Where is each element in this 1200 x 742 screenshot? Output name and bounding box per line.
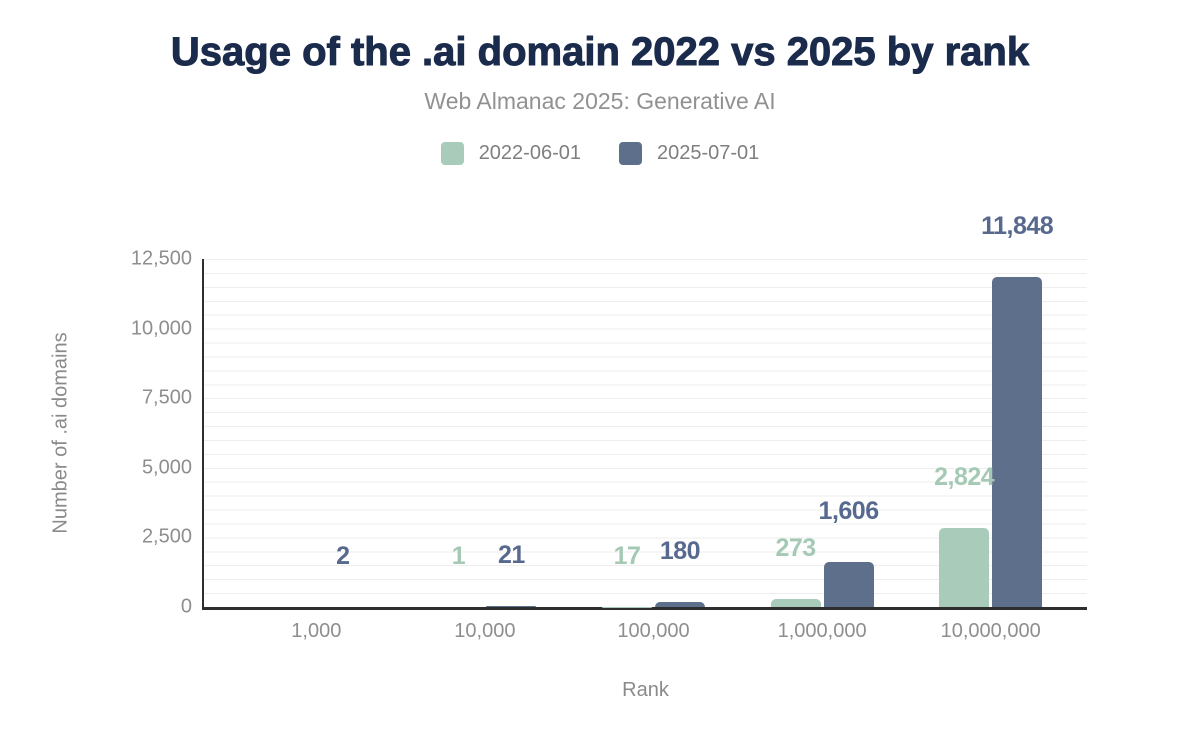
bar-pair <box>433 606 537 607</box>
y-tick-label: 10,000 <box>130 317 192 340</box>
value-label: 17 <box>613 541 641 570</box>
legend-label: 2025-07-01 <box>657 142 760 164</box>
legend: 2022-06-01 2025-07-01 <box>0 142 1200 165</box>
legend-item-2022-06-01[interactable]: 2022-06-01 <box>440 142 581 165</box>
value-label: 11,848 <box>981 212 1054 241</box>
category-slot: 17 180 100,000 <box>569 259 738 642</box>
y-tick-label: 0 <box>180 595 192 618</box>
legend-swatch-icon <box>440 142 464 165</box>
chart-title: Usage of the .ai domain 2022 vs 2025 by … <box>170 30 1030 75</box>
category-slot: 2 1,000 <box>232 259 401 642</box>
x-tick-label: 100,000 <box>617 620 690 642</box>
legend-swatch-icon <box>619 142 642 165</box>
bar-2022-06-01[interactable] <box>939 528 990 607</box>
value-label: 273 <box>775 534 816 563</box>
legend-label: 2022-06-01 <box>478 142 581 164</box>
x-tick-label: 1,000 <box>291 620 342 642</box>
bar-pair <box>770 562 874 607</box>
category-slot: 1 21 10,000 <box>401 259 570 642</box>
value-label: 1,606 <box>818 497 880 526</box>
legend-item-2025-07-01[interactable]: 2025-07-01 <box>619 142 759 165</box>
bar-2025-07-01[interactable] <box>992 277 1043 607</box>
value-label: 1 <box>451 541 466 570</box>
value-label: 2,824 <box>934 463 995 492</box>
x-tick-label: 10,000 <box>454 620 516 642</box>
value-label: 180 <box>659 537 701 565</box>
value-label: 21 <box>497 541 525 570</box>
chart-subtitle: Web Almanac 2025: Generative AI <box>424 88 776 114</box>
bar-2025-07-01[interactable] <box>823 562 874 607</box>
x-tick-label: 10,000,000 <box>940 620 1041 642</box>
x-axis-title: Rank <box>622 679 669 701</box>
y-tick-label: 5,000 <box>141 456 192 479</box>
bar-pair <box>601 602 705 607</box>
value-label: 2 <box>336 541 350 570</box>
category-slot: 273 1,606 1,000,000 <box>738 259 907 642</box>
bar-2025-07-01[interactable] <box>654 602 705 607</box>
y-axis-title: Number of .ai domains <box>49 332 72 534</box>
bar-2025-07-01[interactable] <box>486 606 537 607</box>
x-tick-label: 1,000,000 <box>777 620 867 642</box>
y-tick-label: 12,500 <box>130 247 192 270</box>
bar-2022-06-01[interactable] <box>770 599 821 607</box>
plot-area: Number of .ai domains Rank 0 2,500 5,000 7,… <box>50 212 1087 701</box>
y-tick-label: 2,500 <box>141 525 192 548</box>
category-slot: 2,824 11,848 10,000,000 <box>906 212 1075 642</box>
category-slots: 2 1,000 1 21 10,000 17 180 100,000 273 1,606 1,000… <box>204 212 1087 642</box>
bar-pair <box>939 277 1043 607</box>
y-tick-label: 7,500 <box>141 386 192 409</box>
